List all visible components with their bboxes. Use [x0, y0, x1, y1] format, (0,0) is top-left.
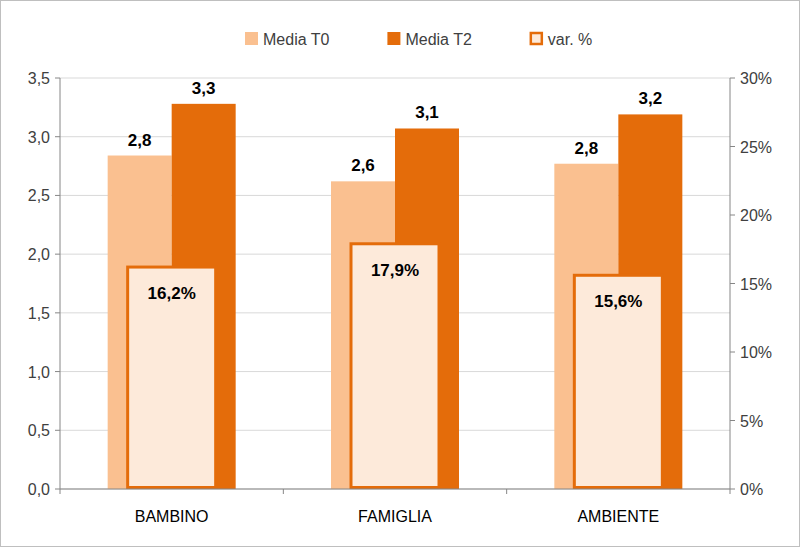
- x-tick: [283, 489, 284, 494]
- y2-tick-label: 0%: [740, 481, 763, 498]
- legend-swatch: [387, 32, 400, 45]
- y-tick: [55, 489, 60, 490]
- x-axis: [60, 489, 730, 490]
- y2-tick-label: 10%: [740, 344, 772, 361]
- y2-tick: [730, 146, 735, 147]
- y2-tick-label: 15%: [740, 276, 772, 293]
- y-tick-label: 2,5: [28, 187, 50, 204]
- data-label: 17,9%: [371, 261, 419, 280]
- y-tick-label: 1,5: [28, 305, 50, 322]
- y-tick: [55, 78, 60, 79]
- y2-tick-label: 25%: [740, 139, 772, 156]
- legend-label: Media T2: [405, 31, 472, 48]
- y-tick: [55, 254, 60, 255]
- chart-border: [1, 1, 800, 547]
- y-tick-label: 2,0: [28, 246, 50, 263]
- chart: 0,0 0,5 1,0 1,5 2,0 2,5 3,0 3,5 0% 5% 10% 15% 20% 25%…: [0, 0, 800, 547]
- x-tick: [506, 489, 507, 494]
- x-tick-label: AMBIENTE: [577, 508, 659, 525]
- y2-tick: [730, 489, 735, 490]
- y-tick-label: 3,0: [28, 129, 50, 146]
- legend-swatch: [245, 32, 258, 45]
- y-tick-label: 3,5: [28, 70, 50, 87]
- y-tick: [55, 371, 60, 372]
- data-label: 15,6%: [594, 292, 642, 311]
- y-tick: [55, 430, 60, 431]
- y2-tick: [730, 283, 735, 284]
- x-tick: [60, 489, 61, 494]
- y-tick-label: 0,5: [28, 422, 50, 439]
- y2-tick-label: 20%: [740, 207, 772, 224]
- grid-line: [60, 78, 730, 79]
- data-label: 3,3: [192, 79, 216, 98]
- data-label: 3,2: [639, 89, 663, 108]
- legend-label: var. %: [548, 31, 592, 48]
- marks: [108, 104, 683, 489]
- overlay-bar: [351, 244, 439, 488]
- overlay-bar: [574, 275, 662, 487]
- y2-tick: [730, 215, 735, 216]
- y2-tick-label: 30%: [740, 70, 772, 87]
- data-label: 16,2%: [148, 284, 196, 303]
- y-tick-label: 1,0: [28, 364, 50, 381]
- y-tick: [55, 136, 60, 137]
- x-tick: [730, 489, 731, 494]
- y2-axis: [730, 78, 731, 489]
- y2-tick-label: 5%: [740, 413, 763, 430]
- legend-label: Media T0: [263, 31, 330, 48]
- grid-line: [60, 489, 730, 490]
- y-tick: [55, 312, 60, 313]
- data-label: 3,1: [415, 103, 439, 122]
- y2-tick: [730, 420, 735, 421]
- x-tick-label: BAMBINO: [135, 508, 209, 525]
- legend-swatch: [531, 33, 542, 44]
- y2-tick: [730, 78, 735, 79]
- overlay-bar: [128, 267, 216, 487]
- y2-tick: [730, 352, 735, 353]
- data-label: 2,8: [128, 131, 152, 150]
- data-label: 2,6: [351, 156, 375, 175]
- x-tick-label: FAMIGLIA: [358, 508, 432, 525]
- y-tick-label: 0,0: [28, 481, 50, 498]
- data-label: 2,8: [575, 139, 599, 158]
- y-tick: [55, 195, 60, 196]
- y-axis: [60, 78, 61, 489]
